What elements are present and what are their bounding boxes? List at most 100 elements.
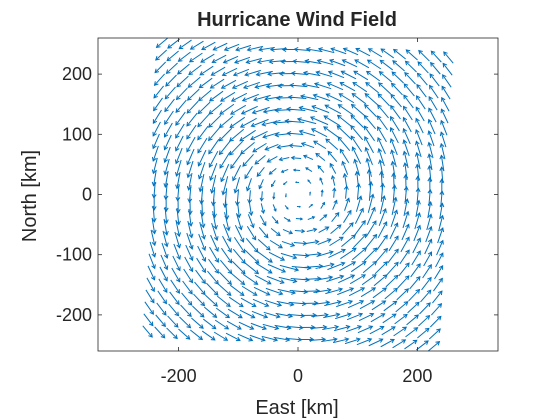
wind-arrow [330,47,347,55]
wind-arrow [420,289,432,303]
wind-arrow [350,135,363,153]
y-tick-label: 200 [62,64,92,84]
wind-arrow [417,327,430,339]
wind-arrow [390,82,403,96]
wind-arrow [364,93,379,106]
wind-arrow [339,148,350,163]
wind-arrow [154,326,166,339]
wind-arrow [148,253,156,270]
wind-arrow [363,247,378,262]
wind-arrow [144,301,154,315]
wind-arrow [439,154,445,172]
wind-arrow [212,42,228,51]
wind-arrow [350,260,367,273]
wind-arrow [442,74,452,88]
wind-arrow [249,334,266,342]
wind-arrow [390,104,401,120]
wind-arrow [416,340,429,351]
wind-arrow [229,284,245,296]
wind-arrow [302,154,314,161]
wind-arrow [261,335,279,342]
wind-arrow [156,302,167,316]
wind-arrow [402,116,412,133]
wind-arrow [373,274,388,287]
wind-arrow [332,199,338,210]
wind-arrow [337,104,354,116]
wind-arrow [252,94,271,102]
wind-arrow [439,142,446,160]
wind-arrow [304,58,322,65]
wind-arrow [342,222,354,236]
wind-arrow [181,292,193,306]
wind-arrow [242,273,259,285]
wind-arrow [302,70,321,77]
wind-arrow [431,303,443,316]
wind-arrow [354,170,360,188]
wind-arrow [380,48,395,59]
wind-arrow [307,179,312,184]
wind-arrow [390,209,399,228]
wind-arrow [424,238,433,255]
wind-arrow [153,97,163,112]
wind-arrow [237,333,254,342]
wind-arrow [357,325,374,334]
arrow-field [142,37,454,352]
wind-arrow [217,283,232,296]
wind-arrow [247,190,253,204]
wind-arrow [256,167,265,178]
wind-arrow [353,219,366,237]
wind-arrow [219,151,231,169]
wind-arrow [162,230,169,248]
wind-arrow [282,228,294,235]
wind-arrow [376,234,388,251]
wind-arrow [169,291,180,306]
wind-arrow [221,176,229,196]
wind-arrow [404,60,417,73]
wind-arrow [153,73,165,86]
wind-arrow [184,256,194,273]
wind-arrow [175,87,188,101]
wind-arrow [257,238,271,251]
wind-arrow [218,115,234,129]
wind-arrow [383,300,398,312]
wind-arrow [145,289,155,304]
wind-arrow [155,49,168,61]
wind-arrow [230,152,243,170]
wind-arrow [153,85,164,99]
wind-arrow [368,338,384,347]
wind-arrow [395,301,409,313]
wind-arrow [429,73,440,87]
wind-arrow [367,193,375,213]
wind-arrow [198,77,213,89]
y-tick-label: 0 [82,185,92,205]
wind-arrow [174,147,183,165]
wind-arrow [340,247,357,260]
wind-arrow [232,68,250,77]
wind-arrow [313,287,332,294]
wind-arrow [422,264,432,279]
wind-arrow [311,312,329,318]
wind-arrow [428,107,437,123]
wind-arrow [369,325,385,335]
wind-arrow [229,116,246,129]
wind-arrow [173,243,181,261]
y-tick-label: -100 [56,245,92,265]
wind-arrow [305,167,313,172]
wind-arrow [361,274,377,286]
wind-arrow [220,164,230,183]
wind-arrow [312,93,331,102]
wind-arrow [305,47,323,53]
wind-arrow [356,337,373,346]
wind-arrow [343,185,349,199]
wind-arrow [402,139,410,157]
wind-arrow [152,121,161,137]
wind-arrow [310,128,328,138]
wind-arrow [143,313,154,327]
wind-arrow [259,191,264,202]
wind-arrow [378,159,384,178]
wind-arrow [298,129,316,137]
wind-arrow [192,305,205,318]
wind-arrow [379,59,394,71]
x-tick-label: 200 [402,366,432,386]
wind-arrow [222,188,228,209]
